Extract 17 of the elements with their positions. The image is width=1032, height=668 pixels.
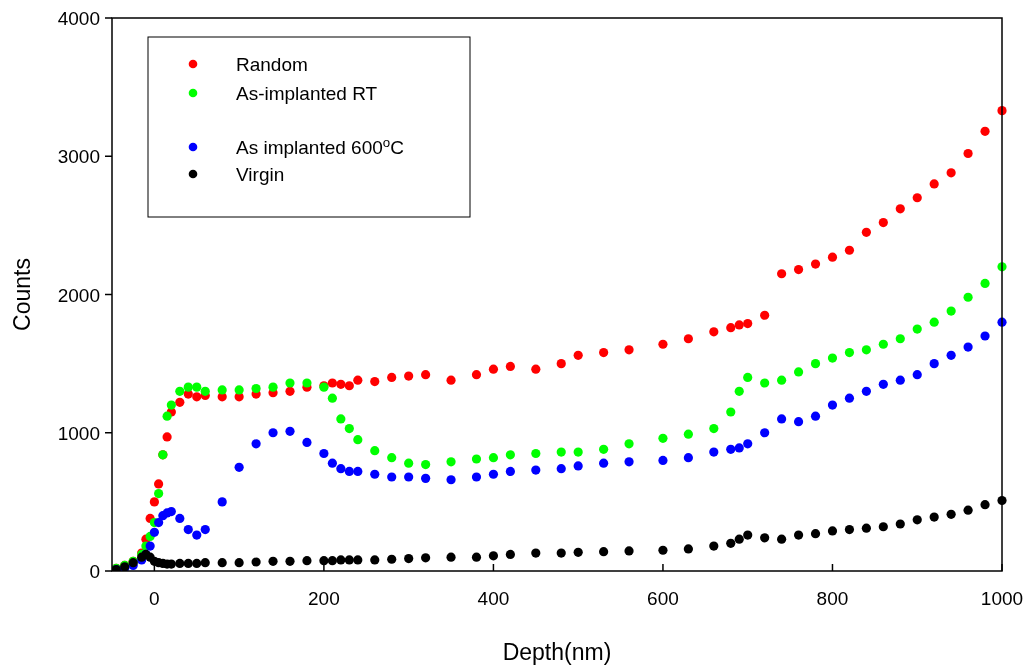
x-tick-label: 800 [816, 588, 849, 609]
x-tick-label: 0 [149, 588, 160, 609]
x-tick-label: 1000 [980, 588, 1024, 609]
y-tick-label: 2000 [57, 284, 100, 306]
y-tick-label: 0 [89, 561, 100, 582]
legend-label: As-implanted RT [236, 83, 378, 104]
y-axis-title: Counts [9, 258, 35, 331]
legend-label: Virgin [236, 164, 285, 185]
x-tick-label: 400 [477, 588, 510, 609]
legend-label: Random [236, 54, 308, 75]
y-tick-label: 4000 [57, 8, 100, 29]
x-tick-label: 200 [308, 588, 340, 609]
y-tick-label: 3000 [57, 146, 100, 168]
legend-label: As implanted 600$^{o}$C [236, 134, 404, 158]
x-tick-label: 600 [647, 588, 679, 609]
y-tick-label: 1000 [57, 422, 100, 444]
x-axis-title: Depth(nm) [502, 639, 612, 665]
